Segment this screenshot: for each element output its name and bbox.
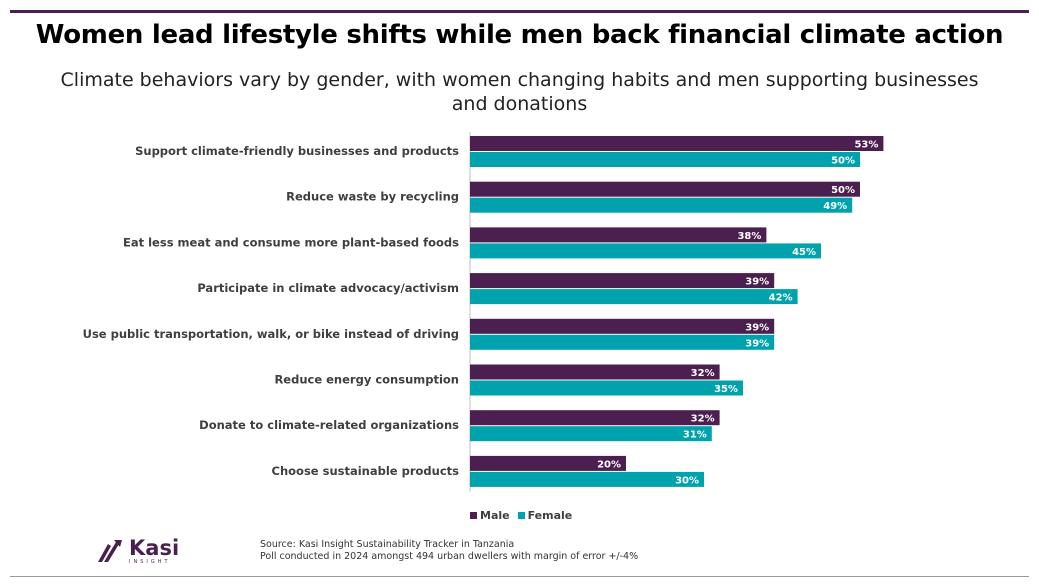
bar-male-reduce-energy-consumption <box>470 364 720 380</box>
data-label-female-donate-to-climate-related-organizations: 31% <box>683 430 707 441</box>
chart-subtitle: Climate behaviors vary by gender, with w… <box>60 69 979 115</box>
bar-female-reduce-energy-consumption <box>470 380 743 396</box>
legend-swatch-female <box>517 512 525 519</box>
legend-label-male: Male <box>480 509 510 522</box>
bar-female-participate-in-climate-advocacy-activism <box>470 289 798 305</box>
category-label-eat-less-meat-and-consume-more-plant-based-foods: Eat less meat and consume more plant-bas… <box>123 235 459 249</box>
kasi-logo-icon <box>98 540 122 562</box>
category-label-support-climate-friendly-businesses-and-products: Support climate-friendly businesses and … <box>135 144 459 158</box>
bar-male-eat-less-meat-and-consume-more-plant-based-foods <box>470 227 767 243</box>
data-label-male-eat-less-meat-and-consume-more-plant-based-foods: 38% <box>737 231 761 242</box>
category-label-reduce-energy-consumption: Reduce energy consumption <box>274 373 459 387</box>
data-label-female-eat-less-meat-and-consume-more-plant-based-foods: 45% <box>792 247 816 258</box>
category-label-donate-to-climate-related-organizations: Donate to climate-related organizations <box>199 418 459 432</box>
data-label-female-reduce-energy-consumption: 35% <box>714 384 738 395</box>
legend-label-female: Female <box>527 509 573 522</box>
data-label-male-reduce-energy-consumption: 32% <box>691 368 715 379</box>
data-label-female-support-climate-friendly-businesses-and-products: 50% <box>831 156 855 167</box>
kasi-logo: Kasi INSIGHT <box>96 537 179 565</box>
category-label-participate-in-climate-advocacy-activism: Participate in climate advocacy/activism <box>197 281 459 295</box>
data-label-female-reduce-waste-by-recycling: 49% <box>823 201 847 212</box>
bar-female-choose-sustainable-products <box>470 471 704 487</box>
bar-female-eat-less-meat-and-consume-more-plant-based-foods <box>470 243 821 259</box>
data-label-female-participate-in-climate-advocacy-activism: 42% <box>769 293 793 304</box>
bar-male-donate-to-climate-related-organizations <box>470 410 720 426</box>
data-label-male-reduce-waste-by-recycling: 50% <box>831 185 855 196</box>
bottom-rule <box>10 576 1029 577</box>
category-label-choose-sustainable-products: Choose sustainable products <box>272 464 460 478</box>
bar-female-donate-to-climate-related-organizations <box>470 426 712 442</box>
data-label-male-choose-sustainable-products: 20% <box>597 459 621 470</box>
data-label-male-participate-in-climate-advocacy-activism: 39% <box>745 277 769 288</box>
poll-note-line: Poll conducted in 2024 amongst 494 urban… <box>260 551 639 562</box>
data-label-female-choose-sustainable-products: 30% <box>675 475 699 486</box>
legend-swatch-male <box>470 512 477 519</box>
legend-item-female: Female <box>517 509 573 522</box>
logo-name: Kasi <box>129 536 180 560</box>
bar-male-use-public-transportation-walk-or-bike-instead-of-driving <box>470 318 775 334</box>
data-label-male-support-climate-friendly-businesses-and-products: 53% <box>854 140 878 151</box>
bar-male-reduce-waste-by-recycling <box>470 181 860 197</box>
chart-title: Women lead lifestyle shifts while men ba… <box>35 20 1004 50</box>
source-line: Source: Kasi Insight Sustainability Trac… <box>260 539 515 550</box>
logo-subtitle: INSIGHT <box>129 559 171 565</box>
category-label-reduce-waste-by-recycling: Reduce waste by recycling <box>286 190 459 204</box>
bar-male-support-climate-friendly-businesses-and-products <box>470 136 884 151</box>
bar-female-use-public-transportation-walk-or-bike-instead-of-driving <box>470 334 775 350</box>
data-label-male-use-public-transportation-walk-or-bike-instead-of-driving: 39% <box>745 322 769 333</box>
legend-item-male: Male <box>470 509 510 522</box>
bar-female-support-climate-friendly-businesses-and-products <box>470 152 860 167</box>
data-label-male-donate-to-climate-related-organizations: 32% <box>691 414 715 425</box>
data-label-female-use-public-transportation-walk-or-bike-instead-of-driving: 39% <box>745 338 769 349</box>
bar-female-reduce-waste-by-recycling <box>470 197 853 213</box>
category-label-use-public-transportation-walk-or-bike-instead-of-driving: Use public transportation, walk, or bike… <box>83 327 459 341</box>
bar-male-participate-in-climate-advocacy-activism <box>470 273 775 289</box>
bar-male-choose-sustainable-products <box>470 455 626 471</box>
source-note: Source: Kasi Insight Sustainability Trac… <box>260 539 638 563</box>
legend: Male Female <box>470 509 572 522</box>
top-rule <box>10 10 1029 13</box>
